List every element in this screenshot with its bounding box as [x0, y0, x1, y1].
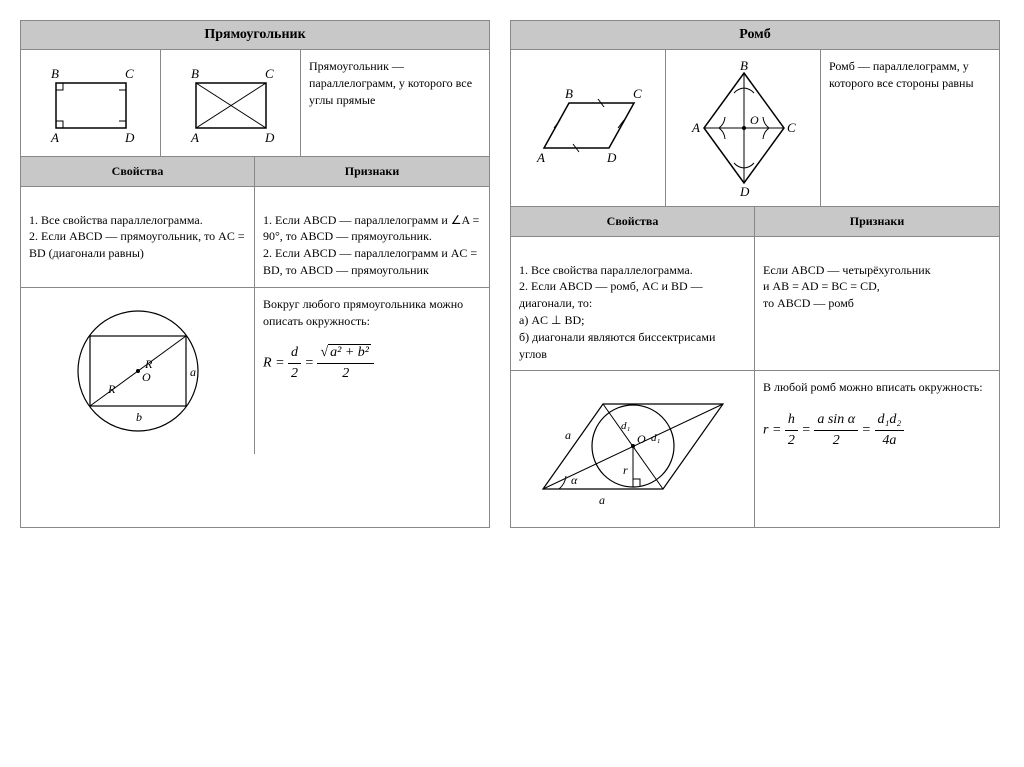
svg-text:C: C [633, 86, 642, 101]
svg-text:α: α [571, 473, 578, 487]
rhombus-props: 1. Все свойства параллелограмма. 2. Если… [511, 237, 755, 371]
rectangle-formula: R = d2 = √a² + b²2 [263, 343, 481, 383]
rhombus-title: Ромб [511, 21, 999, 50]
rectangle-props-text: 1. Все свойства параллелограмма. 2. Если… [29, 213, 245, 261]
rectangle-signs: 1. Если ABCD — параллелограмм и ∠A = 90°… [255, 187, 489, 287]
rectangle-circle-row: R R O a b Вокруг любого прямоугольника м… [21, 288, 489, 454]
rhombus-signs-header: Признаки [755, 207, 999, 236]
rectangle-defrow: B C A D B C A D Прямоугольник — параллел… [21, 50, 489, 157]
rectangle-title: Прямоугольник [21, 21, 489, 50]
svg-text:D: D [739, 184, 750, 198]
rhombus-props-signs: 1. Все свойства параллелограмма. 2. Если… [511, 237, 999, 372]
rhombus-signs-text: Если ABCD — четырёхугольник и AB = AD = … [763, 263, 931, 311]
rectangle-definition: Прямоугольник — параллелограмм, у которо… [301, 50, 489, 156]
signs-header: Признаки [255, 157, 489, 186]
svg-text:B: B [191, 66, 199, 81]
rhombus-subheaders: Свойства Признаки [511, 207, 999, 237]
svg-text:A: A [50, 130, 59, 145]
svg-text:a: a [599, 493, 605, 507]
svg-text:O: O [750, 113, 759, 127]
svg-text:C: C [787, 120, 796, 135]
rectangle-circle-intro: Вокруг любого прямоугольника можно описа… [263, 296, 481, 330]
rhombus-circle-text: В любой ромб можно вписать окружность: r… [755, 371, 999, 527]
svg-text:A: A [691, 120, 700, 135]
svg-text:D: D [606, 150, 617, 165]
rhombus-circle-row: O d₁ d₁ r a α a В любой ромб можно вписа… [511, 371, 999, 527]
rhombus-definition: Ромб — параллелограмм, у которого все ст… [821, 50, 999, 206]
rhombus-diagonals-icon: B C D A O [674, 58, 812, 198]
rhombus-props-header: Свойства [511, 207, 755, 236]
svg-text:B: B [740, 58, 748, 73]
svg-text:B: B [51, 66, 59, 81]
rhombus-formula: r = h2 = a sin α2 = d₁d₂4a [763, 410, 991, 450]
svg-text:d₁: d₁ [651, 432, 661, 444]
svg-text:C: C [265, 66, 274, 81]
svg-text:R: R [144, 357, 153, 371]
rectangle-panel: Прямоугольник B C A D B C A D [20, 20, 490, 528]
rhombus-defrow: B C A D B C D A O [511, 50, 999, 207]
svg-text:C: C [125, 66, 134, 81]
svg-text:B: B [565, 86, 573, 101]
svg-text:O: O [142, 370, 151, 384]
svg-text:r: r [623, 463, 628, 477]
rectangle-fig-1: B C A D [21, 50, 161, 156]
rectangle-fig-2: B C A D [161, 50, 301, 156]
rect-circle-icon: R R O a b [48, 296, 228, 446]
rhombus-inscribed-fig: O d₁ d₁ r a α a [511, 371, 755, 527]
svg-text:A: A [190, 130, 199, 145]
rhombus-circle-intro: В любой ромб можно вписать окружность: [763, 379, 991, 396]
rectangle-circle-text: Вокруг любого прямоугольника можно описа… [255, 288, 489, 454]
rhombus-fig-2: B C D A O [666, 50, 821, 206]
svg-text:d₁: d₁ [621, 420, 631, 432]
svg-text:a: a [565, 428, 571, 442]
svg-text:D: D [264, 130, 275, 145]
rectangle-signs-text: 1. Если ABCD — параллелограмм и ∠A = 90°… [263, 213, 479, 277]
rhombus-fig-1: B C A D [511, 50, 666, 206]
rhombus-panel: Ромб B C A D [510, 20, 1000, 528]
rhombus-props-text: 1. Все свойства параллелограмма. 2. Если… [519, 263, 715, 361]
svg-text:a: a [190, 365, 196, 379]
rhombus-inscribed-icon: O d₁ d₁ r a α a [523, 379, 743, 519]
rectangle-circumscribed-fig: R R O a b [21, 288, 255, 454]
svg-text:R: R [107, 382, 116, 396]
rectangle-props-signs: 1. Все свойства параллелограмма. 2. Если… [21, 187, 489, 288]
svg-text:O: O [637, 432, 646, 446]
rect-diagonals-icon: B C A D [171, 58, 291, 148]
rectangle-definition-text: Прямоугольник — параллелограмм, у которо… [309, 59, 472, 107]
svg-text:A: A [536, 150, 545, 165]
rectangle-subheaders: Свойства Признаки [21, 157, 489, 187]
rectangle-props: 1. Все свойства параллелограмма. 2. Если… [21, 187, 255, 287]
rhombus-definition-text: Ромб — параллелограмм, у которого все ст… [829, 59, 974, 90]
svg-text:D: D [124, 130, 135, 145]
rhombus-plain-icon: B C A D [519, 78, 657, 178]
props-header: Свойства [21, 157, 255, 186]
rect-plain-icon: B C A D [31, 58, 151, 148]
svg-text:b: b [136, 410, 142, 424]
rhombus-signs: Если ABCD — четырёхугольник и AB = AD = … [755, 237, 999, 371]
